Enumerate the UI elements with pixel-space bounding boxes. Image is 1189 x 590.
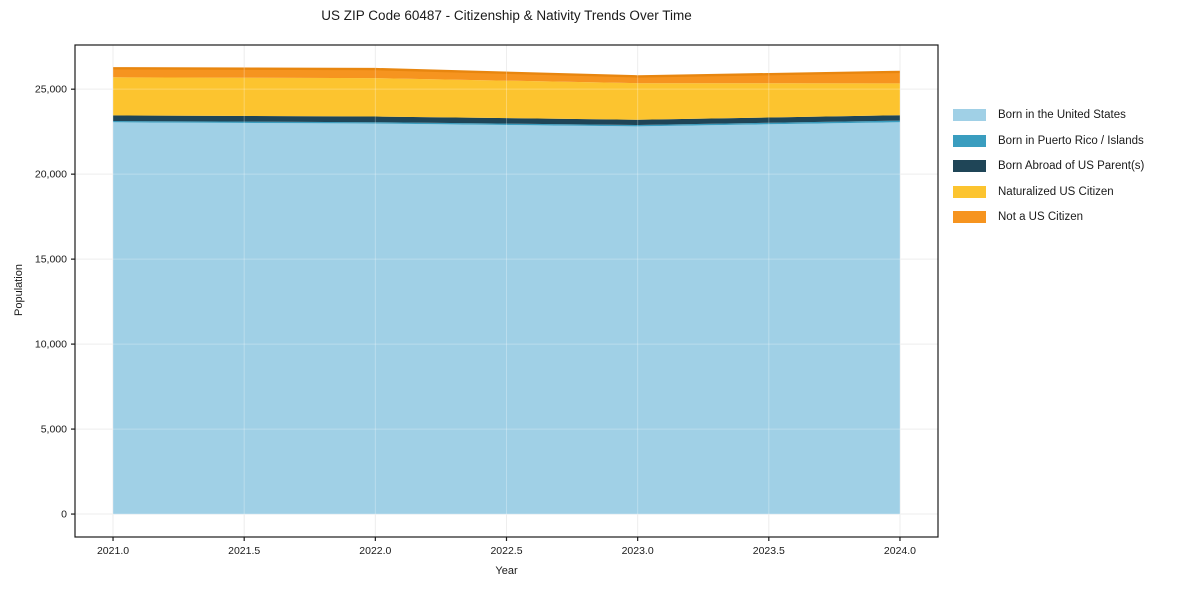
y-tick-label: 15,000 <box>35 254 67 266</box>
chart-title: US ZIP Code 60487 - Citizenship & Nativi… <box>321 8 692 23</box>
x-tick-label: 2021.5 <box>228 545 260 557</box>
area-series-4 <box>113 68 900 84</box>
x-tick-label: 2023.0 <box>622 545 654 557</box>
x-tick-label: 2022.5 <box>490 545 522 557</box>
area-series-2 <box>113 115 900 125</box>
legend-item: Naturalized US Citizen <box>953 184 1144 200</box>
y-tick-label: 10,000 <box>35 339 67 351</box>
y-tick-label: 25,000 <box>35 84 67 96</box>
legend-swatch-icon <box>953 160 986 172</box>
x-axis-label: Year <box>495 565 518 577</box>
legend-item: Born in the United States <box>953 107 1144 123</box>
y-tick-label: 0 <box>61 509 67 521</box>
legend-swatch-icon <box>953 185 986 198</box>
legend-swatch-icon <box>953 211 986 223</box>
legend-item: Born Abroad of US Parent(s) <box>953 158 1144 174</box>
area-series-1 <box>113 120 900 127</box>
legend-item: Born in Puerto Rico / Islands <box>953 133 1144 149</box>
legend-label: Not a US Citizen <box>998 211 1084 223</box>
x-tick-label: 2021.0 <box>97 545 129 557</box>
y-axis-label: Population <box>13 264 25 316</box>
total-top-edge <box>112 67 901 78</box>
area-series-3 <box>113 77 900 120</box>
y-tick-label: 5,000 <box>41 424 67 436</box>
legend-swatch-icon <box>953 134 986 147</box>
legend-item: Not a US Citizen <box>953 209 1144 225</box>
x-tick-label: 2024.0 <box>884 545 916 557</box>
x-tick-label: 2023.5 <box>753 545 785 557</box>
legend-label: Born in Puerto Rico / Islands <box>998 134 1144 147</box>
legend-label: Born in the United States <box>998 109 1126 121</box>
legend-swatch-icon <box>953 109 986 121</box>
legend-label: Naturalized US Citizen <box>998 185 1114 198</box>
y-tick-label: 20,000 <box>35 169 67 181</box>
area-series-0 <box>113 122 900 515</box>
legend-label: Born Abroad of US Parent(s) <box>998 160 1145 172</box>
legend: Born in the United States Born in Puerto… <box>953 107 1144 225</box>
x-tick-label: 2022.0 <box>359 545 391 557</box>
